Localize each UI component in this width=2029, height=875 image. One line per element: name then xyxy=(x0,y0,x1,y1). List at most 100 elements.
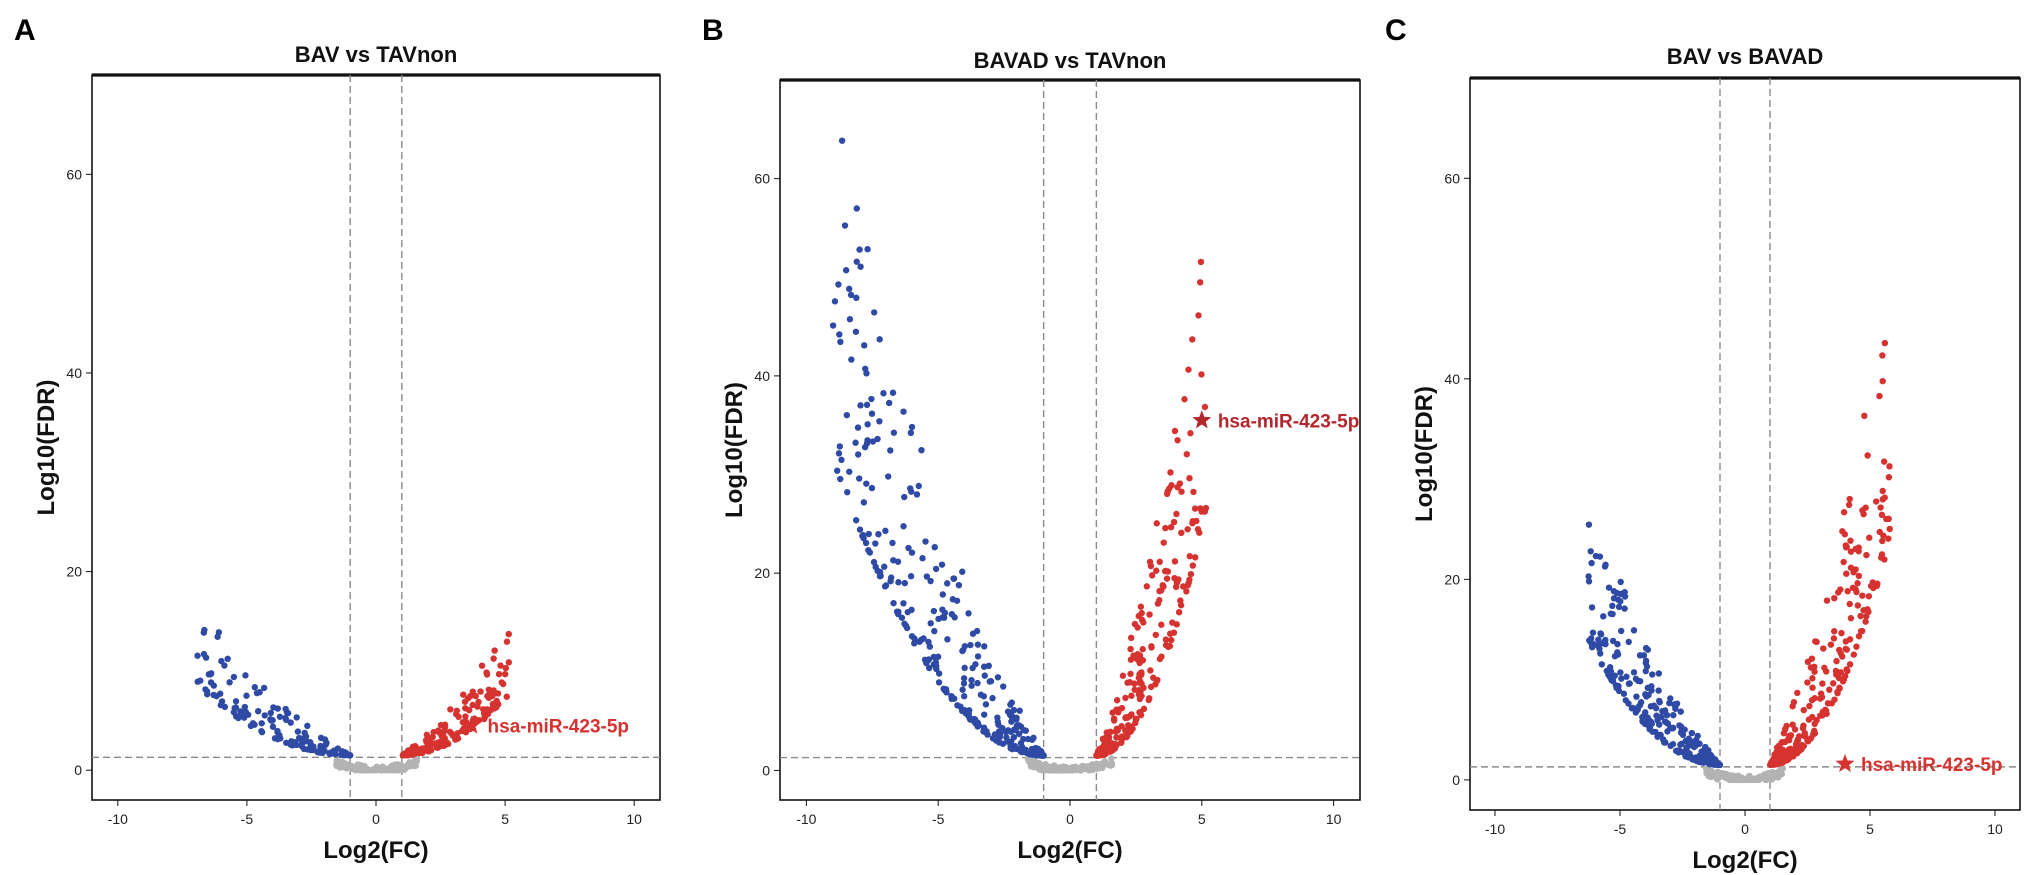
downregulated-point xyxy=(1701,747,1709,755)
downregulated-point xyxy=(1716,761,1724,769)
upregulated-point xyxy=(1124,714,1131,721)
x-tick-label: 10 xyxy=(1987,821,2003,837)
upregulated-point xyxy=(1109,709,1116,716)
downregulated-point xyxy=(931,543,938,551)
downregulated-point xyxy=(885,473,892,480)
upregulated-point xyxy=(1118,704,1126,712)
upregulated-point xyxy=(1153,567,1160,574)
volcano-plot-b: BAVAD vs TAVnon Log2(FC) Log10(FDR) -10 -5 0 5… xyxy=(721,48,1361,864)
downregulated-point xyxy=(968,682,975,689)
downregulated-point xyxy=(289,742,296,749)
downregulated-point xyxy=(1692,741,1699,748)
upregulated-point xyxy=(1876,392,1883,400)
upregulated-point xyxy=(1772,757,1780,765)
upregulated-point xyxy=(441,727,448,734)
downregulated-point xyxy=(961,643,969,650)
upregulated-point xyxy=(1823,668,1830,675)
downregulated-point xyxy=(1670,724,1677,732)
upregulated-point xyxy=(1872,498,1880,505)
ns-point xyxy=(1748,776,1755,784)
downregulated-point xyxy=(901,579,909,587)
downregulated-point xyxy=(218,657,225,665)
upregulated-point xyxy=(1804,679,1811,686)
downregulated-point xyxy=(833,467,841,474)
upregulated-point xyxy=(491,705,498,712)
downregulated-point xyxy=(960,680,968,687)
upregulated-point xyxy=(1100,747,1108,754)
downregulated-point xyxy=(328,750,335,757)
upregulated-point xyxy=(1190,488,1197,496)
downregulated-point xyxy=(1637,699,1645,706)
upregulated-point xyxy=(454,730,461,737)
upregulated-point xyxy=(1191,505,1199,512)
upregulated-point xyxy=(1163,575,1171,582)
downregulated-point xyxy=(1610,587,1618,595)
downregulated-point xyxy=(1007,701,1014,708)
downregulated-point xyxy=(268,717,275,724)
downregulated-point xyxy=(232,698,240,705)
downregulated-point xyxy=(838,456,845,464)
downregulated-point xyxy=(908,606,915,614)
upregulated-point xyxy=(1885,535,1892,542)
upregulated-point xyxy=(502,664,510,672)
downregulated-point xyxy=(217,690,224,697)
upregulated-point xyxy=(1107,728,1114,736)
downregulated-point xyxy=(918,446,925,454)
upregulated-point xyxy=(1806,702,1813,710)
downregulated-point xyxy=(868,484,876,492)
upregulated-point xyxy=(1189,519,1196,527)
upregulated-point xyxy=(1886,525,1893,533)
downregulated-point xyxy=(843,411,851,419)
upregulated-point xyxy=(1156,558,1163,566)
x-tick-label: -5 xyxy=(1614,821,1627,837)
upregulated-point xyxy=(501,670,509,678)
y-axis-label: Log10(FDR) xyxy=(1411,386,1438,522)
upregulated-point xyxy=(1850,651,1858,658)
downregulated-point xyxy=(1617,669,1624,676)
upregulated-point xyxy=(505,630,512,638)
upregulated-point xyxy=(1140,705,1148,713)
downregulated-point xyxy=(862,539,870,547)
downregulated-point xyxy=(836,331,843,338)
downregulated-point xyxy=(1688,729,1696,737)
downregulated-point xyxy=(829,322,837,329)
upregulated-point xyxy=(419,746,426,753)
downregulated-point xyxy=(282,716,290,724)
downregulated-point xyxy=(885,399,893,407)
downregulated-point xyxy=(987,678,995,685)
y-axis-label: Log10(FDR) xyxy=(721,382,748,518)
chart-title: BAVAD vs TAVnon xyxy=(974,48,1167,73)
downregulated-point xyxy=(1661,739,1668,746)
downregulated-point xyxy=(244,711,252,718)
downregulated-point xyxy=(981,672,988,679)
upregulated-point xyxy=(1859,627,1866,635)
highlight-label: hsa-miR-423-5p xyxy=(1861,755,2003,776)
downregulated-point xyxy=(1698,758,1705,766)
downregulated-point xyxy=(895,579,902,586)
downregulated-point xyxy=(1635,703,1642,711)
upregulated-point xyxy=(1109,746,1117,754)
downregulated-point xyxy=(239,713,247,720)
downregulated-point xyxy=(857,402,864,409)
downregulated-point xyxy=(1596,553,1604,560)
upregulated-point xyxy=(1164,488,1171,495)
downregulated-point xyxy=(304,722,311,730)
x-tick-label: 5 xyxy=(1198,811,1206,827)
upregulated-point xyxy=(1880,458,1888,465)
downregulated-point xyxy=(283,709,291,716)
downregulated-point xyxy=(955,581,963,589)
upregulated-point xyxy=(449,732,456,739)
downregulated-point xyxy=(276,713,284,720)
upregulated-point xyxy=(1158,653,1165,660)
upregulated-point xyxy=(1808,713,1816,721)
ns-point xyxy=(1716,772,1723,779)
upregulated-point xyxy=(482,712,489,720)
downregulated-point xyxy=(1636,677,1644,685)
downregulated-point xyxy=(221,703,229,711)
upregulated-point xyxy=(1138,609,1145,617)
upregulated-point xyxy=(427,738,434,745)
upregulated-point xyxy=(1148,644,1155,651)
upregulated-point xyxy=(1817,712,1824,719)
downregulated-point xyxy=(860,499,868,506)
downregulated-point xyxy=(1669,740,1677,748)
